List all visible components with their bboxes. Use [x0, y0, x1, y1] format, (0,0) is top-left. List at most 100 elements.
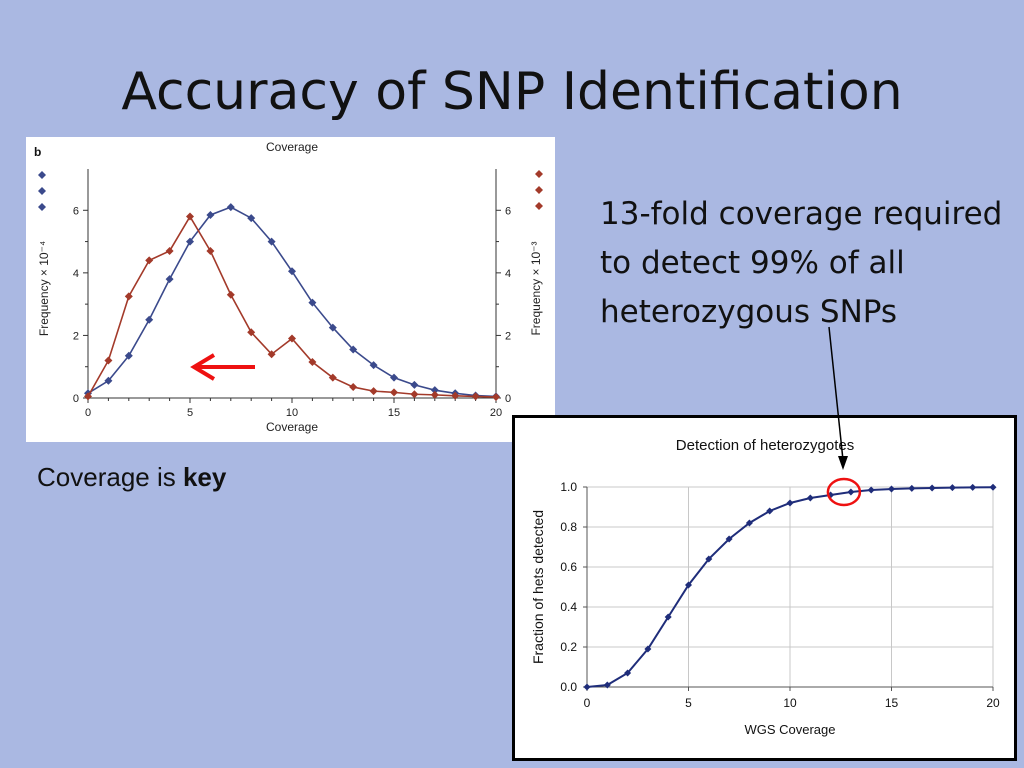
y-tick-label-0.2: 0.2	[560, 640, 577, 654]
series-1-point-20	[492, 393, 500, 402]
y-tick-label-1.0: 1.0	[560, 480, 577, 494]
x-axis-label: Coverage	[266, 420, 318, 434]
series-1-point-7	[226, 290, 235, 299]
x-tick-label-15: 15	[388, 407, 400, 419]
series-0-point-2	[124, 351, 133, 360]
left-y-tick-label-2: 2	[73, 330, 79, 342]
detection-point-4	[664, 613, 672, 621]
legend-red-diamond-0	[535, 170, 543, 178]
series-1-point-13	[349, 383, 358, 392]
y-tick-label-0.6: 0.6	[560, 560, 577, 574]
legend-red-diamond-2	[535, 202, 543, 210]
series-1-point-11	[308, 358, 317, 367]
series-1-point-9	[267, 350, 276, 359]
series-0-point-10	[288, 267, 296, 276]
y-tick-label-0.0: 0.0	[560, 680, 577, 694]
heterozygote-detection-chart-panel: Detection of heterozygotes 0.0 0.2 0.4 0.6 0.…	[512, 415, 1017, 761]
detection-point-11	[806, 494, 814, 502]
chart-title: Detection of heterozygotes	[676, 437, 854, 454]
detection-point-8	[745, 519, 753, 527]
series-0-point-14	[369, 361, 378, 370]
series-0-point-9	[267, 237, 276, 246]
series-1-point-6	[206, 246, 215, 255]
series-0-point-1	[104, 376, 113, 385]
right-y-tick-label-0: 0	[505, 393, 511, 405]
coverage-frequency-chart-panel: b Coverage 0 0 2 2 4 4 6 6 0 5 10 15 20 Coverage Frequen…	[26, 137, 555, 442]
y-tick-label-0.8: 0.8	[560, 520, 577, 534]
arrow-head	[190, 353, 216, 381]
right-y-tick-label-6: 6	[505, 205, 511, 217]
x-tick-label-0: 0	[584, 696, 591, 710]
detection-point-19	[969, 483, 977, 491]
y-tick-label-0.4: 0.4	[560, 600, 577, 614]
coverage-key-emphasis: key	[182, 462, 227, 492]
series-0-point-15	[390, 373, 398, 382]
legend-blue-diamond-0	[38, 171, 46, 179]
series-1-point-5	[186, 212, 194, 221]
detection-point-12	[827, 491, 835, 499]
detection-point-6	[705, 555, 713, 563]
x-tick-label-10: 10	[286, 407, 298, 419]
series-1-line	[87, 214, 497, 398]
right-y-tick-label-2: 2	[505, 330, 511, 342]
x-tick-label-10: 10	[783, 696, 797, 710]
series-1-point-2	[124, 292, 133, 301]
detection-point-20	[989, 483, 997, 491]
slide-title: Accuracy of SNP Identification	[121, 62, 903, 122]
coverage-requirement-note: 13-fold coverage required to detect 99% …	[600, 196, 1003, 330]
detection-point-17	[928, 484, 936, 492]
series-0-point-7	[226, 203, 235, 212]
series-1-point-8	[247, 328, 256, 337]
series-0-point-11	[308, 298, 317, 307]
detection-point-7	[725, 535, 733, 543]
series-1-point-1	[104, 356, 113, 365]
x-tick-label-20: 20	[490, 407, 502, 419]
series-0-point-8	[247, 214, 256, 223]
detection-point-13	[847, 488, 855, 496]
series-1-point-19	[471, 392, 480, 401]
series-1-point-4	[165, 246, 174, 255]
detection-point-18	[948, 484, 956, 492]
top-axis-label: Coverage	[266, 140, 318, 154]
series-1-point-14	[369, 387, 378, 396]
left-y-tick-label-4: 4	[73, 268, 79, 280]
coverage-key-note: Coverage is key	[37, 462, 226, 493]
legend-red-diamond-1	[535, 186, 543, 194]
detection-point-0	[583, 683, 591, 691]
detection-point-3	[644, 645, 652, 653]
series-0-point-5	[186, 237, 194, 246]
series-0-point-3	[145, 315, 154, 324]
x-tick-label-15: 15	[885, 696, 899, 710]
series-1-point-15	[390, 388, 398, 397]
coverage-key-text: Coverage is	[37, 462, 183, 492]
series-0-point-12	[328, 323, 337, 332]
x-tick-label-5: 5	[685, 696, 692, 710]
detection-point-1	[603, 681, 611, 689]
left-arrow-annotation	[190, 353, 255, 381]
heterozygote-detection-chart: Detection of heterozygotes 0.0 0.2 0.4 0.6 0.…	[530, 437, 1000, 737]
left-y-tick-label-0: 0	[73, 393, 79, 405]
left-y-axis-label: Frequency × 10⁻⁴	[37, 241, 51, 336]
series-1-point-10	[288, 334, 296, 343]
detection-point-16	[908, 484, 916, 492]
detection-point-2	[624, 669, 632, 677]
y-axis-label: Fraction of hets detected	[530, 510, 546, 664]
series-1-point-18	[451, 391, 460, 400]
detection-point-14	[867, 486, 875, 494]
right-y-axis-label: Frequency × 10⁻³	[529, 241, 543, 335]
x-tick-label-5: 5	[187, 407, 193, 419]
left-y-tick-label-6: 6	[73, 205, 79, 217]
detection-point-15	[888, 485, 895, 493]
legend-blue-diamond-2	[38, 203, 46, 211]
detection-point-5	[685, 581, 692, 589]
panel-label: b	[34, 145, 41, 159]
right-y-tick-label-4: 4	[505, 268, 511, 280]
legend-blue-diamond-1	[38, 187, 46, 195]
detection-point-9	[766, 507, 774, 515]
series-0-line	[87, 206, 497, 398]
series-1-point-0	[84, 392, 92, 401]
x-axis-label: WGS Coverage	[744, 722, 835, 737]
series-0-point-16	[410, 380, 419, 389]
series-1-point-3	[145, 256, 154, 265]
